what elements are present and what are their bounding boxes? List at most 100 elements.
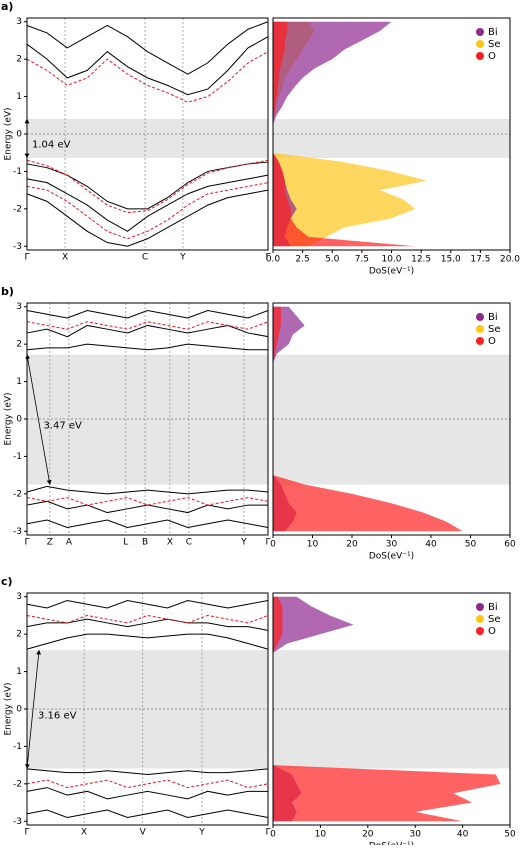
x-tick-label: Γ	[265, 253, 270, 263]
x-tick-label: Y	[198, 828, 205, 838]
y-tick-label: 0	[16, 130, 22, 140]
x-tick-label: 10.0	[381, 255, 401, 265]
legend-label: O	[488, 336, 496, 347]
x-tick-label: Γ	[24, 828, 29, 838]
x-tick-label: X	[167, 538, 173, 548]
band	[26, 779, 269, 789]
legend-label: Bi	[488, 602, 498, 613]
x-tick-label: 10	[307, 540, 319, 550]
band	[26, 309, 269, 319]
y-tick-label: -1	[13, 742, 22, 752]
x-tick-label: 12.5	[411, 255, 431, 265]
legend-marker	[476, 325, 484, 333]
x-tick-label: 40	[457, 830, 469, 840]
x-tick-label: A	[66, 538, 73, 548]
plot-frame	[26, 592, 269, 826]
x-tick-label: Γ	[24, 253, 29, 263]
dos-area	[273, 21, 416, 247]
legend-marker	[476, 615, 484, 623]
gap-shading	[27, 354, 268, 485]
x-tick-label: L	[123, 538, 128, 548]
gap-arrow	[25, 354, 52, 485]
x-tick-label: 0	[270, 830, 276, 840]
y-tick-label: -1	[13, 452, 22, 462]
band	[26, 159, 269, 214]
legend-label: Se	[488, 39, 501, 50]
x-tick-label: 20	[362, 830, 374, 840]
band	[26, 21, 269, 75]
x-tick-label: 50	[504, 830, 516, 840]
x-tick-label: 0	[270, 540, 276, 550]
panel-label: c)	[1, 575, 13, 588]
legend-marker	[476, 52, 484, 60]
legend-marker	[476, 603, 484, 611]
band	[26, 321, 269, 330]
y-tick-label: -1	[13, 167, 22, 177]
band	[26, 519, 269, 529]
y-tick-label: -3	[13, 527, 22, 537]
x-tick-label: Γ	[265, 538, 270, 548]
x-tick-label: 20.0	[500, 255, 520, 265]
legend-marker	[476, 40, 484, 48]
y-tick-label: 1	[16, 377, 22, 387]
dos-area	[273, 21, 428, 247]
y-axis-label: Energy (eV)	[4, 392, 14, 445]
dos-area	[273, 306, 463, 532]
y-axis-label: Energy (eV)	[4, 107, 14, 160]
x-tick-label: C	[186, 538, 192, 548]
y-tick-label: -2	[13, 489, 22, 499]
y-tick-label: 2	[16, 340, 22, 350]
x-tick-label: 40	[425, 540, 437, 550]
y-tick-label: -2	[13, 779, 22, 789]
x-axis-label: DoS(eV⁻¹)	[369, 267, 414, 277]
gap-shading	[273, 354, 510, 485]
legend-label: Bi	[488, 312, 498, 323]
gap-arrow	[25, 649, 41, 769]
x-tick-label: 50	[465, 540, 477, 550]
x-tick-label: B	[142, 538, 148, 548]
x-tick-label: 7.5	[355, 255, 369, 265]
x-tick-label: 15.0	[441, 255, 461, 265]
y-tick-label: 3	[16, 592, 22, 602]
gap-label: 3.16 eV	[38, 710, 77, 721]
x-axis-label: DoS(eV⁻¹)	[369, 842, 414, 846]
x-tick-label: 5.0	[325, 255, 340, 265]
plot-frame	[272, 17, 511, 251]
band	[26, 174, 269, 232]
x-tick-label: 30	[409, 830, 421, 840]
gap-shading	[273, 650, 510, 769]
band	[26, 614, 269, 624]
band	[26, 51, 269, 103]
panel-label: b)	[1, 285, 14, 298]
y-tick-label: 1	[16, 667, 22, 677]
x-tick-label: Y	[240, 538, 247, 548]
dos-area	[273, 596, 501, 822]
x-tick-label: Y	[179, 253, 186, 263]
x-tick-label: Z	[47, 538, 53, 548]
y-tick-label: 0	[16, 415, 22, 425]
x-tick-label: 17.5	[470, 255, 490, 265]
legend-marker	[476, 627, 484, 635]
band	[26, 500, 268, 514]
x-tick-label: V	[140, 828, 147, 838]
gap-label: 3.47 eV	[43, 421, 82, 432]
band	[26, 189, 269, 247]
y-tick-label: 0	[16, 705, 22, 715]
x-tick-label: 20	[346, 540, 358, 550]
band	[26, 809, 269, 819]
legend-label: Se	[488, 324, 501, 335]
band	[26, 633, 269, 650]
plot-frame	[272, 592, 511, 826]
band	[26, 787, 268, 800]
band	[26, 497, 269, 506]
x-tick-label: Γ	[24, 538, 29, 548]
plot-frame	[26, 17, 269, 251]
legend-label: O	[488, 51, 496, 62]
plot-frame	[26, 302, 269, 536]
band	[26, 324, 269, 338]
band	[26, 182, 269, 240]
band	[26, 599, 269, 609]
panel-label: a)	[1, 0, 13, 13]
y-tick-label: -3	[13, 242, 22, 252]
y-tick-label: 2	[16, 55, 22, 65]
